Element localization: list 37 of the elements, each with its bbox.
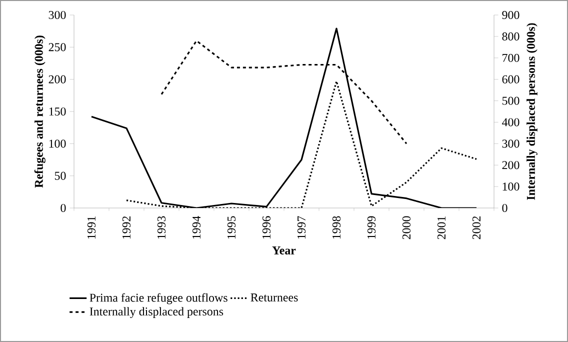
y2-tick-label: 200 (502, 161, 520, 170)
x-tick-label: 1992 (122, 216, 131, 239)
legend-label: Prima facie refugee outflows (90, 293, 228, 304)
y2-tick-label: 400 (502, 118, 520, 126)
y2-axis-title: Internally displaced persons (000s) (526, 23, 538, 200)
x-tick-label: 1994 (192, 216, 201, 239)
y2-tick-label: 100 (502, 182, 520, 191)
y-axis-title: Refugees and returnees (000s) (34, 36, 46, 188)
line-series (160, 40, 408, 144)
y2-tick-label: 600 (502, 75, 520, 84)
line-series (90, 28, 478, 208)
x-tick-label: 1997 (297, 216, 306, 239)
y2-tick-label: 500 (502, 96, 520, 105)
x-tick-label: 2000 (402, 216, 411, 240)
x-tick-label: 1998 (332, 216, 341, 239)
y2-tick-label: 0 (502, 204, 508, 212)
y2-tick-label: 300 (502, 140, 520, 148)
y-tick-label: 250 (48, 43, 66, 52)
y-tick-label: 50 (54, 172, 66, 180)
y-tick-label: 150 (49, 107, 66, 116)
y-tick-label: 200 (48, 75, 66, 84)
x-tick-label: 2001 (437, 216, 446, 240)
y2-tick-label: 900 (502, 10, 520, 20)
x-tick-label: 1999 (367, 216, 376, 239)
x-tick-label: 1996 (262, 216, 271, 239)
y-tick-label: 300 (48, 10, 66, 20)
y2-tick-label: 800 (502, 32, 520, 40)
y-tick-label: 100 (49, 140, 66, 148)
y2-tick-label: 700 (502, 54, 520, 62)
x-axis-title: Year (272, 246, 296, 254)
y-tick-label: 0 (60, 204, 66, 212)
legend-label: Internally displaced persons (90, 307, 224, 318)
x-tick-label: 2002 (472, 216, 481, 240)
x-tick-label: 1991 (87, 216, 96, 239)
legend-label: Returnees (250, 294, 298, 302)
x-tick-label: 1993 (157, 216, 166, 239)
x-tick-label: 1995 (227, 216, 236, 239)
